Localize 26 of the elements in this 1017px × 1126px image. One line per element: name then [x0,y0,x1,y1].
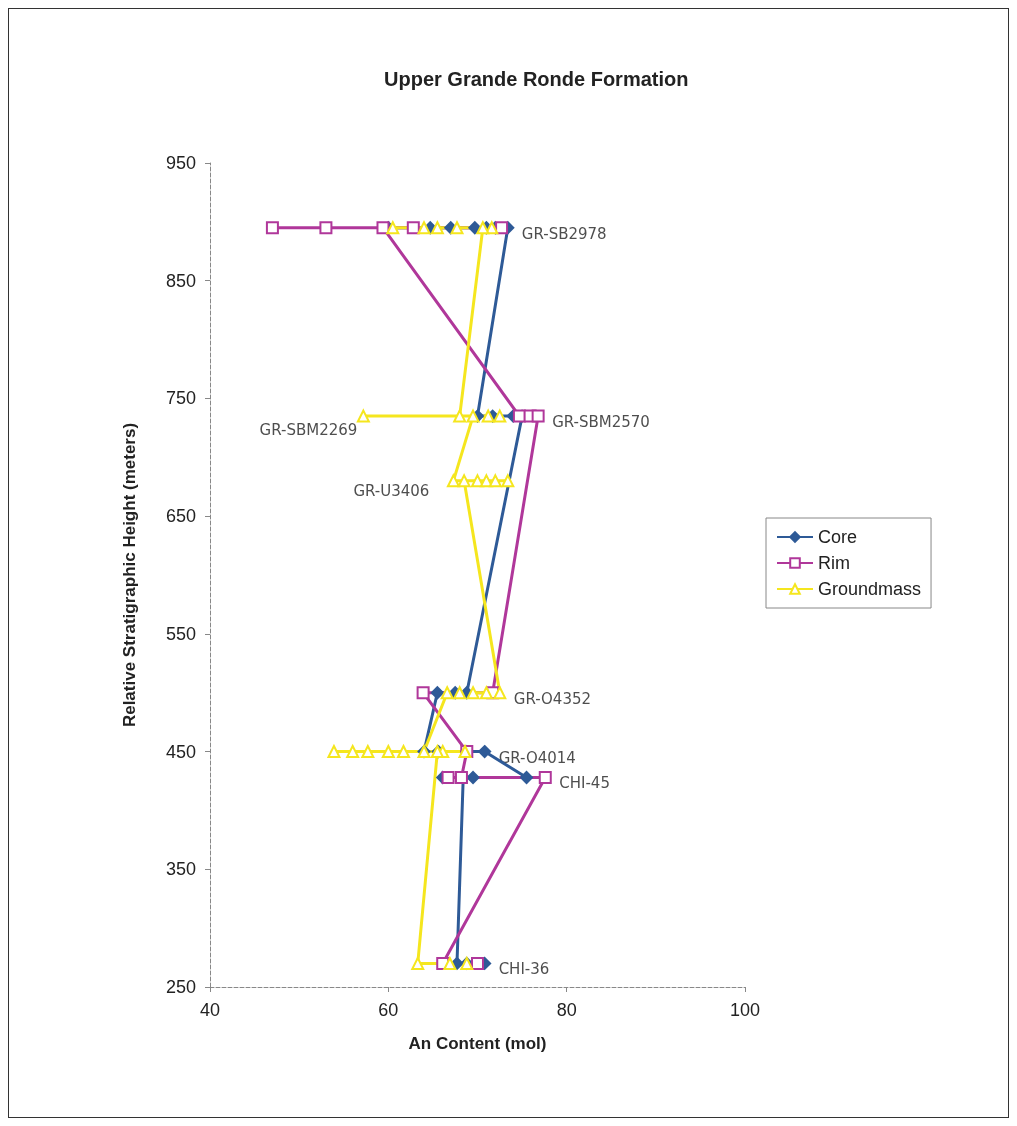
y-tick-label: 650 [165,506,196,527]
y-tick-label: 750 [165,388,196,409]
y-tick-label: 850 [165,270,196,291]
y-tick-label: 950 [165,153,196,173]
annotation: CHI-45 [559,774,610,793]
chart-title: Upper Grande Ronde Formation [384,68,689,90]
annotation: GR-O4352 [513,689,592,708]
x-tick-label: 40 [199,1000,221,1020]
legend-label: Groundmass [818,579,922,599]
y-tick-label: 550 [165,623,196,644]
x-axis-title: An Content (mol) [408,1034,547,1053]
x-tick-label: 60 [378,1000,399,1020]
x-tick-label: 100 [729,1000,761,1020]
annotation: GR-U3406 [353,481,430,500]
y-axis-title: Relative Stratigraphic Height (meters) [120,422,139,728]
y-tick-label: 250 [165,977,196,997]
annotation: GR-SBM2269 [259,421,358,440]
y-tick-label: 450 [165,741,196,762]
annotation: GR-O4014 [498,748,576,767]
legend-label: Core [818,527,858,547]
y-tick-label: 350 [165,859,196,880]
annotation: GR-SBM2570 [552,413,650,432]
annotation: CHI-36 [498,960,550,979]
x-tick-label: 80 [556,1000,577,1020]
legend-label: Rim [818,553,850,573]
annotation: GR-SB2978 [521,224,607,243]
